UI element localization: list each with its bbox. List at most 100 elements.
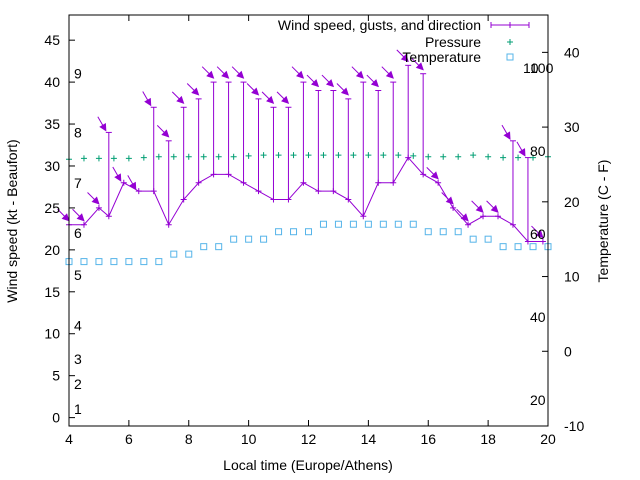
pressure-point (275, 152, 282, 159)
temperature-point (185, 250, 193, 258)
pressure-point (125, 155, 132, 162)
wind-direction-arrow (87, 192, 100, 205)
wind-speed-point (120, 179, 127, 186)
wind-speed-point (315, 188, 322, 195)
wind-direction-arrow (72, 208, 85, 222)
y-tick-label: 5 (52, 368, 60, 384)
y-tick-label: 0 (52, 410, 60, 426)
wind-speed-point (435, 179, 442, 186)
wind-speed-point (420, 171, 427, 178)
pressure-point (485, 153, 492, 160)
temperature-point (140, 258, 148, 266)
temperature-point (379, 220, 387, 228)
pressure-point (260, 152, 267, 159)
temperature-point (529, 243, 537, 251)
wind-speed-point (509, 221, 516, 228)
fahrenheit-label: 60 (530, 226, 546, 242)
pressure-point (320, 152, 327, 159)
wind-speed-point (405, 154, 412, 161)
y2-tick-label: 10 (564, 269, 580, 285)
x-tick-label: 8 (185, 431, 193, 447)
temperature-point (170, 250, 178, 258)
pressure-point (110, 155, 117, 162)
wind-speed-point (539, 238, 546, 245)
x-tick-label: 6 (125, 431, 133, 447)
y2-tick-label: 30 (564, 119, 580, 135)
beaufort-label: 6 (74, 225, 82, 241)
x-axis-label: Local time (Europe/Athens) (223, 457, 393, 473)
pressure-point (215, 153, 222, 160)
temperature-point (125, 258, 133, 266)
temperature-point (364, 220, 372, 228)
wind-direction-arrow (127, 175, 137, 191)
fahrenheit-label: 20 (530, 392, 546, 408)
pressure-point (425, 153, 432, 160)
temperature-point (349, 220, 357, 228)
wind-direction-arrow (142, 91, 152, 107)
temperature-point (260, 235, 268, 243)
wind-speed-point (375, 179, 382, 186)
wind-speed-point (105, 213, 112, 220)
temperature-point (394, 220, 402, 228)
temperature-point (110, 258, 118, 266)
legend: Wind speed, gusts, and directionPressure… (278, 17, 530, 65)
wind-speed-point (345, 196, 352, 203)
wind-direction-arrow (501, 124, 511, 140)
wind-direction-arrow (531, 225, 544, 239)
wind-speed-point (465, 221, 472, 228)
y2-tick-label: 40 (564, 44, 580, 60)
y-axis-label: Wind speed (kt - Beaufort) (4, 139, 20, 302)
beaufort-label: 8 (74, 124, 82, 140)
x-tick-label: 20 (540, 431, 556, 447)
temperature-point (469, 235, 477, 243)
wind-direction-arrow (456, 208, 469, 222)
temperature-point (305, 228, 312, 236)
x-tick-label: 16 (420, 431, 436, 447)
beaufort-label: 4 (74, 317, 82, 333)
pressure-point (410, 152, 417, 159)
temperature-point (230, 235, 238, 243)
wind-direction-arrow (411, 57, 424, 71)
wind-speed-point (135, 188, 142, 195)
pressure-point (305, 152, 312, 159)
wind-speed-point (330, 188, 337, 195)
y-tick-label: 10 (44, 326, 60, 342)
legend-marker-temperature (506, 53, 514, 61)
fahrenheit-label: 100 (530, 60, 554, 76)
y-tick-label: 35 (44, 116, 60, 132)
wind-speed-point (285, 196, 292, 203)
wind-speed-point (450, 204, 457, 211)
wind-direction-arrow (276, 91, 290, 104)
pressure-point (440, 153, 447, 160)
beaufort-label: 1 (74, 401, 82, 417)
wind-direction-arrow (97, 116, 107, 132)
pressure-point (185, 153, 192, 160)
wind-speed-point (150, 188, 157, 195)
temperature-point (215, 243, 223, 251)
x-tick-label: 10 (241, 431, 257, 447)
x-tick-label: 18 (480, 431, 496, 447)
x-tick-label: 12 (301, 431, 317, 447)
pressure-point (470, 152, 477, 159)
wind-speed-point (255, 188, 262, 195)
temperature-point (334, 220, 342, 228)
pressure-point (80, 155, 87, 162)
pressure-point (245, 152, 252, 159)
wind-direction-arrow (516, 141, 526, 157)
y2-axis-label: Temperature (C - F) (595, 160, 611, 283)
wind-direction-arrow (156, 125, 170, 138)
wind-direction-arrow (261, 91, 275, 104)
pressure-point (365, 152, 372, 159)
pressure-point (335, 152, 342, 159)
wind-speed-point (165, 221, 172, 228)
wind-direction-arrow (396, 49, 409, 63)
wind-speed-point (195, 179, 202, 186)
legend-marker-pressure (507, 39, 513, 45)
pressure-point (500, 154, 507, 161)
wind-speed-point (180, 196, 187, 203)
temperature-point (95, 258, 103, 266)
wind-speed-point (210, 171, 217, 178)
wind-direction-arrow (171, 91, 185, 104)
pressure-point (170, 153, 177, 160)
